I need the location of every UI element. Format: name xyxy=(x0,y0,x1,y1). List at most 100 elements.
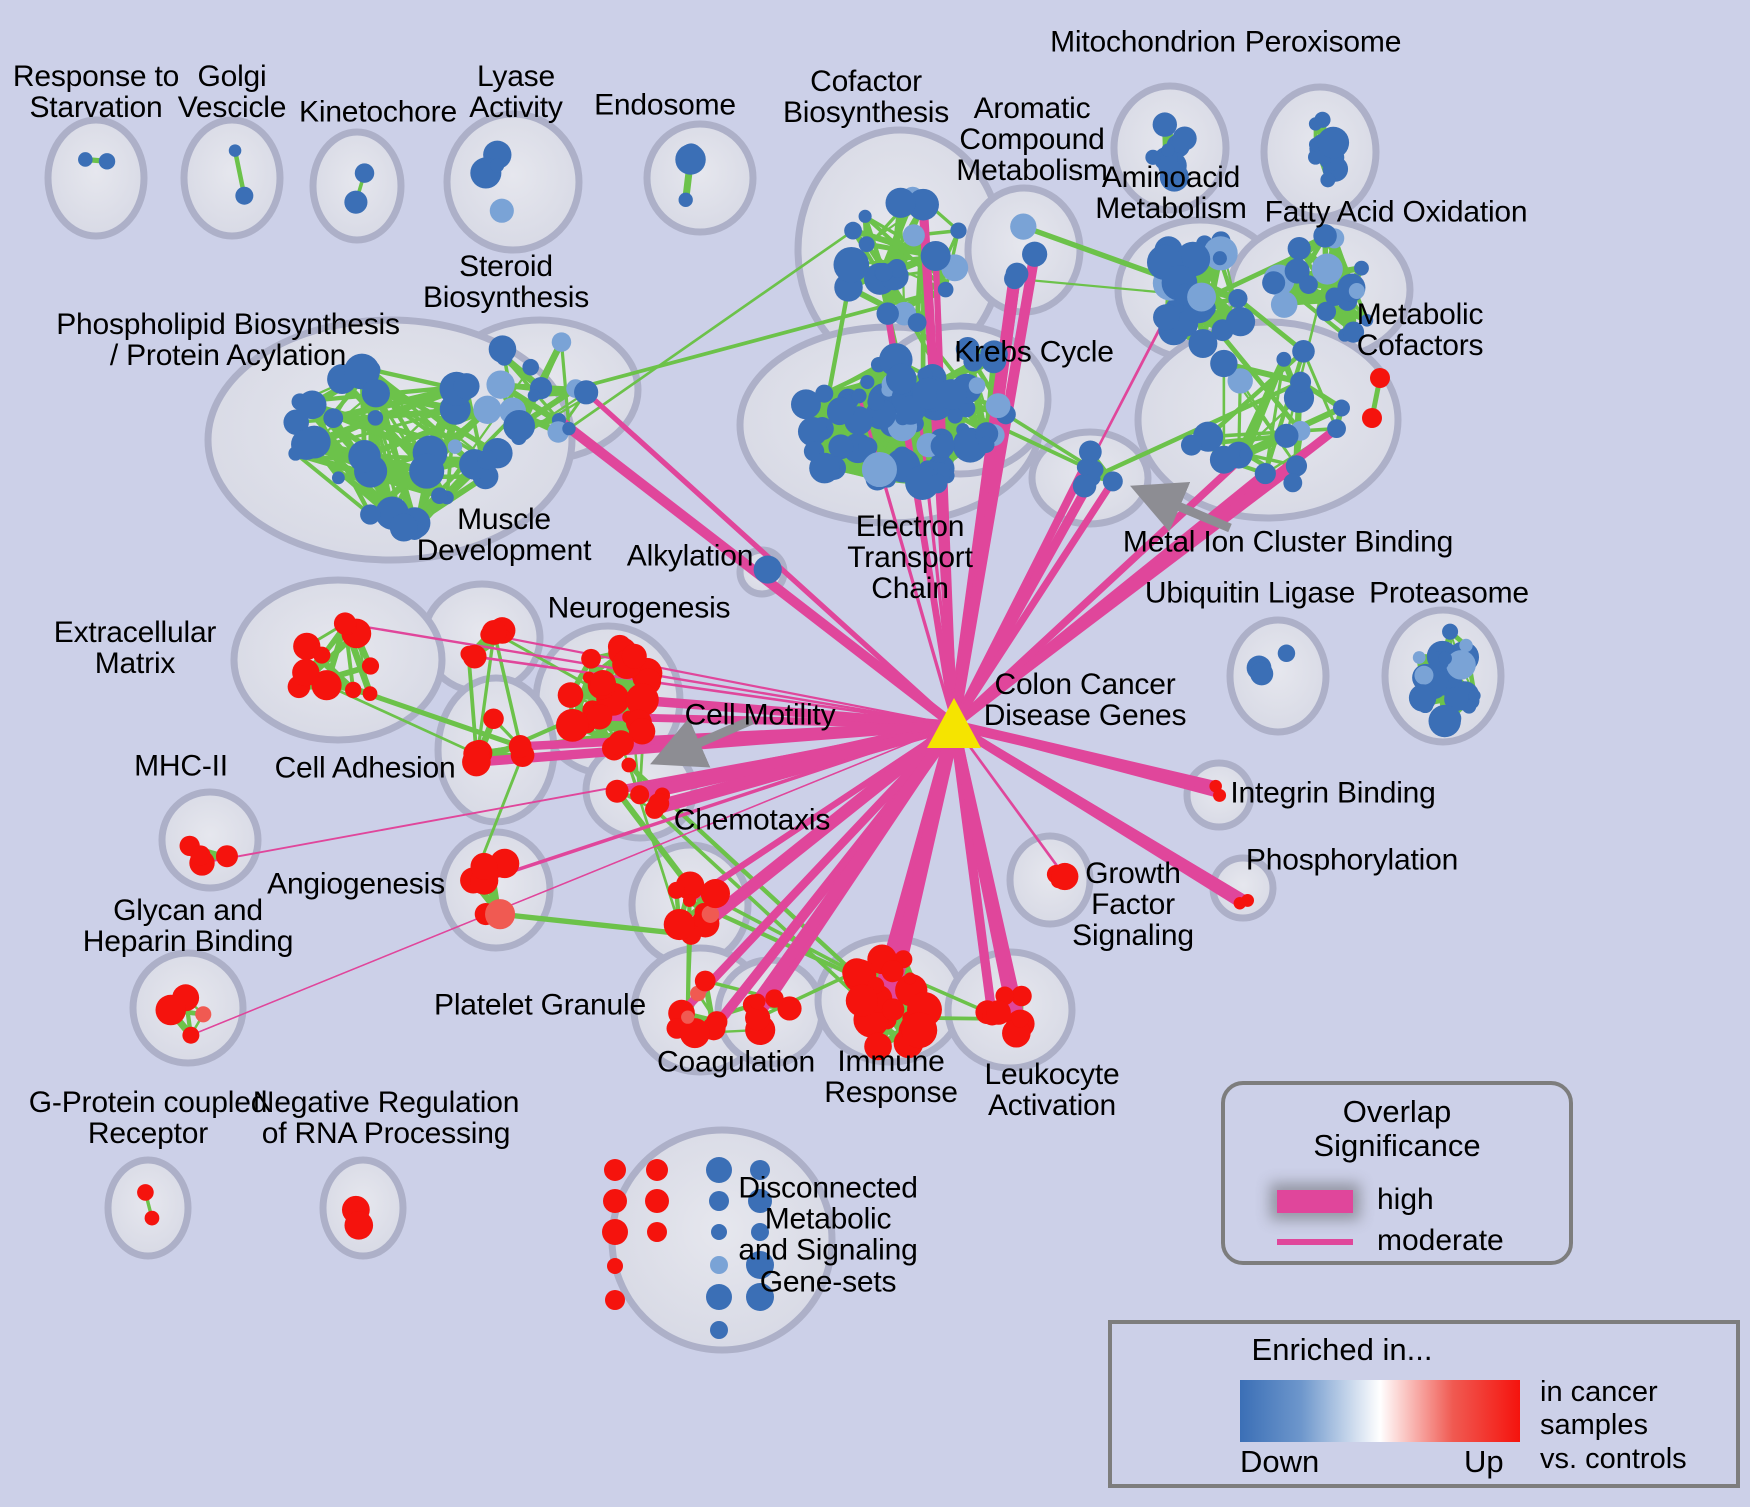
node-metabolic-cofactors xyxy=(1210,349,1238,378)
node-phospholipid-biosynthesis xyxy=(348,439,381,473)
node-aromatic-compound-metabolism xyxy=(1010,213,1037,240)
node-krebs-cycle xyxy=(885,363,917,395)
cluster-label-integrin-binding: Integrin Binding xyxy=(1230,776,1436,810)
node-glycan-heparin-binding xyxy=(182,1026,200,1044)
node-steroid-biosynthesis xyxy=(551,332,572,352)
overlap-high-label: high xyxy=(1377,1183,1434,1216)
node-fatty-acid-oxidation xyxy=(1354,260,1369,276)
bridge-edge xyxy=(466,652,479,756)
node-mitochondrion xyxy=(1152,112,1177,137)
node-muscle-development xyxy=(481,619,507,645)
node-krebs-cycle xyxy=(861,451,897,488)
node-disconnected xyxy=(706,1284,732,1310)
node-extracellular-matrix xyxy=(345,681,362,699)
node-metabolic-cofactors xyxy=(1292,340,1315,363)
node-mitochondrion xyxy=(1145,149,1161,165)
node-neurogenesis xyxy=(557,682,584,708)
node-extracellular-matrix xyxy=(292,658,320,687)
node-metal-ion-cluster-binding xyxy=(1078,440,1102,464)
node-angiogenesis xyxy=(489,848,520,879)
node-metabolic-cofactors xyxy=(1209,445,1238,474)
node-krebs-cycle xyxy=(867,393,885,411)
node-phospholipid-biosynthesis xyxy=(361,379,390,408)
overlap-moderate-label: moderate xyxy=(1377,1224,1504,1257)
node-disconnected xyxy=(748,1189,772,1213)
cluster-label-phospholipid-biosynthesis: Phospholipid Biosynthesis / Protein Acyl… xyxy=(56,307,400,372)
node-disconnected xyxy=(607,1258,623,1274)
node-peroxisome xyxy=(1320,172,1336,188)
bridge-edge xyxy=(567,229,855,430)
enrichment-legend-title: Enriched in... xyxy=(1251,1332,1433,1367)
hub-triangle[interactable] xyxy=(927,698,981,748)
node-aromatic-compound-metabolism xyxy=(1005,262,1029,286)
cluster-label-golgi-vesicle: Golgi Vescicle xyxy=(177,59,287,124)
node-phospholipid-biosynthesis xyxy=(323,408,344,428)
node-angiogenesis xyxy=(470,852,498,880)
node-metabolic-cofactors-red xyxy=(1370,368,1390,388)
node-lyase-activity xyxy=(489,198,514,223)
cluster-label-lyase-activity: Lyase Activity xyxy=(469,59,563,124)
cluster-halo-ubiquitin-ligase xyxy=(1226,616,1330,736)
node-proteasome xyxy=(1459,638,1473,653)
node-steroid-biosynthesis xyxy=(527,389,541,402)
node-peroxisome xyxy=(1308,117,1323,131)
node-disconnected xyxy=(710,1256,728,1274)
node-glycan-heparin-binding xyxy=(195,1006,212,1023)
node-proteasome xyxy=(1468,689,1481,702)
cluster-label-disconnected: Disconnected Metabolic and Signaling Gen… xyxy=(738,1171,918,1299)
node-angiogenesis xyxy=(485,899,516,930)
node-proteasome xyxy=(1446,650,1476,680)
node-cofactor-biosynthesis xyxy=(920,240,951,271)
hub-spoke-growth-factor-signaling xyxy=(952,724,1066,878)
node-metabolic-cofactors xyxy=(1290,371,1312,393)
edge-phospholipid-biosynthesis xyxy=(293,451,373,517)
bridge-edge xyxy=(820,285,851,431)
node-ubiquitin-ligase xyxy=(1277,644,1296,663)
hub-spoke-chemotaxis xyxy=(687,720,958,940)
node-steroid-biosynthesis xyxy=(486,370,515,399)
cluster-label-negative-regulation-rna: Negative Regulation of RNA Processing xyxy=(252,1085,520,1150)
node-phospholipid-biosynthesis xyxy=(447,439,463,454)
node-aminoacid-metabolism xyxy=(1188,329,1218,358)
cluster-label-neurogenesis: Neurogenesis xyxy=(547,591,731,625)
node-fatty-acid-oxidation xyxy=(1262,271,1286,295)
node-glycan-heparin-binding xyxy=(155,994,187,1026)
node-proteasome xyxy=(1412,651,1426,664)
node-disconnected xyxy=(647,1222,667,1242)
node-fatty-acid-oxidation xyxy=(1348,283,1365,299)
edge-steroid-biosynthesis xyxy=(559,340,571,431)
node-alkylation xyxy=(753,555,782,584)
node-chemotaxis xyxy=(683,894,696,908)
node-steroid-biosynthesis xyxy=(488,335,517,363)
node-electron-transport-chain xyxy=(936,379,968,410)
node-metabolic-cofactors xyxy=(1327,419,1346,439)
cluster-halo-extracellular-matrix xyxy=(230,576,446,744)
node-chemotaxis xyxy=(700,878,730,909)
node-phospholipid-biosynthesis xyxy=(360,504,381,525)
node-growth-factor-signaling xyxy=(1051,862,1079,891)
node-golgi-vesicle xyxy=(235,186,254,205)
node-neurogenesis xyxy=(581,648,601,669)
colon-cancer-hub-marker[interactable] xyxy=(927,698,981,748)
cluster-label-aminoacid-metabolism: Aminoacid Metabolism xyxy=(1095,160,1247,225)
cluster-halos xyxy=(44,82,1505,1354)
node-chemotaxis xyxy=(663,908,695,941)
node-mitochondrion xyxy=(1161,143,1175,157)
node-metabolic-cofactors xyxy=(1276,351,1292,367)
node-electron-transport-chain xyxy=(963,351,984,372)
node-leukocyte-activation xyxy=(1011,985,1032,1007)
node-disconnected xyxy=(706,1157,732,1183)
node-lyase-activity xyxy=(489,158,505,173)
node-disconnected xyxy=(645,1189,669,1213)
node-ubiquitin-ligase xyxy=(1250,662,1274,686)
node-endosome xyxy=(678,192,693,207)
node-integrin-binding xyxy=(1213,788,1227,802)
cluster-label-coagulation: Coagulation xyxy=(657,1045,815,1079)
node-kinetochore xyxy=(344,190,368,214)
node-leukocyte-activation xyxy=(986,1000,1011,1025)
node-response-to-starvation xyxy=(78,152,93,167)
node-cell-motility xyxy=(630,785,650,805)
node-coagulation xyxy=(765,989,784,1008)
cluster-label-kinetochore: Kinetochore xyxy=(299,95,457,129)
